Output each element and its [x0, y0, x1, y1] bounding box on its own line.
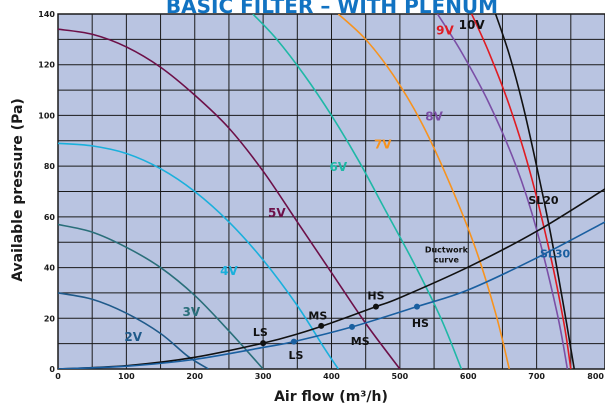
- curve-label-7v: 7V: [374, 137, 392, 151]
- y-tick-label: 20: [44, 314, 56, 323]
- operating-point-hs: [372, 303, 379, 310]
- fan-curve-9v: [470, 14, 572, 369]
- x-tick-label: 0: [55, 372, 61, 381]
- ductwork-curves: [58, 188, 605, 369]
- curve-label-6v: 6V: [330, 160, 348, 174]
- fan-curve-5v: [58, 28, 401, 369]
- operating-points: LS MS HS LS MS HS: [253, 289, 429, 362]
- curve-label-9v: 9V: [436, 23, 454, 37]
- tick-labels: 0 100 200 300 400 500 600 700 800 0 20 40 60 80 100 120…: [38, 10, 604, 381]
- operating-point-ls: [290, 338, 297, 345]
- y-axis-label: Available pressure (Pa): [10, 98, 26, 282]
- ductwork-annotation: curve: [434, 256, 460, 265]
- curve-label-2v: 2V: [124, 330, 142, 344]
- y-tick-label: 40: [44, 264, 56, 273]
- x-axis-label: Air flow (m³/h): [274, 389, 388, 405]
- operating-point-label: LS: [253, 326, 268, 339]
- x-tick-label: 700: [528, 372, 545, 381]
- y-tick-label: 140: [38, 10, 55, 19]
- x-tick-label: 600: [460, 372, 477, 381]
- x-tick-label: 400: [323, 372, 340, 381]
- grid: [57, 13, 605, 370]
- x-tick-label: 200: [186, 372, 203, 381]
- curve-labels: 2V 3V 4V 5V 6V 7V 8V 9V 10V SL20 SL30 Ductwork curve: [124, 18, 570, 344]
- operating-point-label: MS: [308, 310, 327, 323]
- y-tick-label: 60: [44, 213, 56, 222]
- x-tick-label: 300: [255, 372, 272, 381]
- ductwork-curve-sl30: [58, 221, 605, 369]
- y-tick-label: 100: [38, 111, 55, 120]
- curve-label-3v: 3V: [183, 305, 201, 319]
- curve-label-4v: 4V: [220, 264, 238, 278]
- curve-label-5v: 5V: [268, 206, 286, 220]
- y-tick-label: 80: [44, 162, 56, 171]
- x-tick-label: 500: [392, 372, 409, 381]
- operating-point-label: LS: [288, 349, 303, 362]
- operating-point-ls: [260, 340, 267, 347]
- chart-title: BASIC FILTER – WITH PLENUM: [166, 0, 498, 18]
- operating-point-ms: [349, 323, 356, 330]
- fan-curve-10v: [494, 14, 576, 369]
- operating-point-label: HS: [412, 317, 429, 330]
- ductwork-label-sl30: SL30: [540, 247, 571, 260]
- curve-label-10v: 10V: [459, 18, 486, 32]
- fan-curve-8v: [436, 14, 569, 369]
- ductwork-curve-sl20: [58, 188, 605, 369]
- y-tick-label: 0: [49, 365, 55, 374]
- curve-label-8v: 8V: [425, 110, 443, 124]
- x-tick-label: 800: [587, 372, 604, 381]
- plot-border: [57, 13, 605, 370]
- y-tick-label: 120: [38, 61, 55, 70]
- ductwork-annotation: Ductwork: [425, 245, 469, 254]
- fan-curve-7v: [337, 14, 511, 369]
- x-tick-label: 100: [118, 372, 135, 381]
- fan-curve-3v: [58, 223, 264, 369]
- ductwork-label-sl20: SL20: [528, 194, 559, 207]
- operating-point-hs: [413, 303, 420, 310]
- operating-point-ms: [318, 322, 325, 329]
- operating-point-label: HS: [367, 289, 384, 302]
- operating-point-label: MS: [351, 335, 370, 348]
